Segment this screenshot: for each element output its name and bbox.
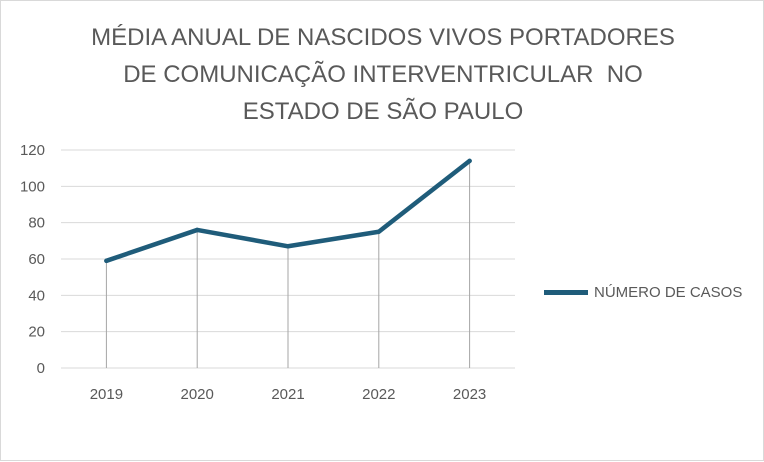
data-point-2023: [467, 158, 472, 164]
x-tick-label-2023: 2023: [453, 386, 486, 403]
data-point-2020: [195, 227, 200, 233]
y-tick-label-80: 80: [28, 215, 45, 232]
data-point-2022: [376, 229, 381, 234]
chart-title-line-2: DE COMUNICAÇÃO INTERVENTRICULAR NO: [123, 61, 643, 88]
y-tick-label-20: 20: [28, 324, 45, 341]
legend-label: NÚMERO DE CASOS: [594, 284, 743, 301]
data-point-2021: [285, 244, 291, 249]
y-tick-label-100: 100: [20, 178, 45, 195]
chart-title-line-1: MÉDIA ANUAL DE NASCIDOS VIVOS PORTADORES: [91, 24, 675, 51]
x-tick-label-2019: 2019: [90, 386, 123, 403]
legend-swatch: [544, 290, 588, 295]
x-tick-label-2022: 2022: [362, 386, 395, 403]
x-tick-label-2021: 2021: [271, 386, 304, 403]
y-tick-label-40: 40: [28, 287, 45, 304]
data-point-2019: [104, 258, 109, 264]
y-tick-label-120: 120: [20, 142, 45, 159]
y-tick-label-0: 0: [37, 360, 45, 377]
chart-title: MÉDIA ANUAL DE NASCIDOS VIVOS PORTADORES…: [1, 19, 764, 130]
y-tick-label-60: 60: [28, 251, 45, 268]
chart-title-line-3: ESTADO DE SÃO PAULO: [242, 98, 524, 125]
legend: NÚMERO DE CASOS: [544, 284, 742, 301]
x-tick-label-2020: 2020: [181, 386, 214, 403]
